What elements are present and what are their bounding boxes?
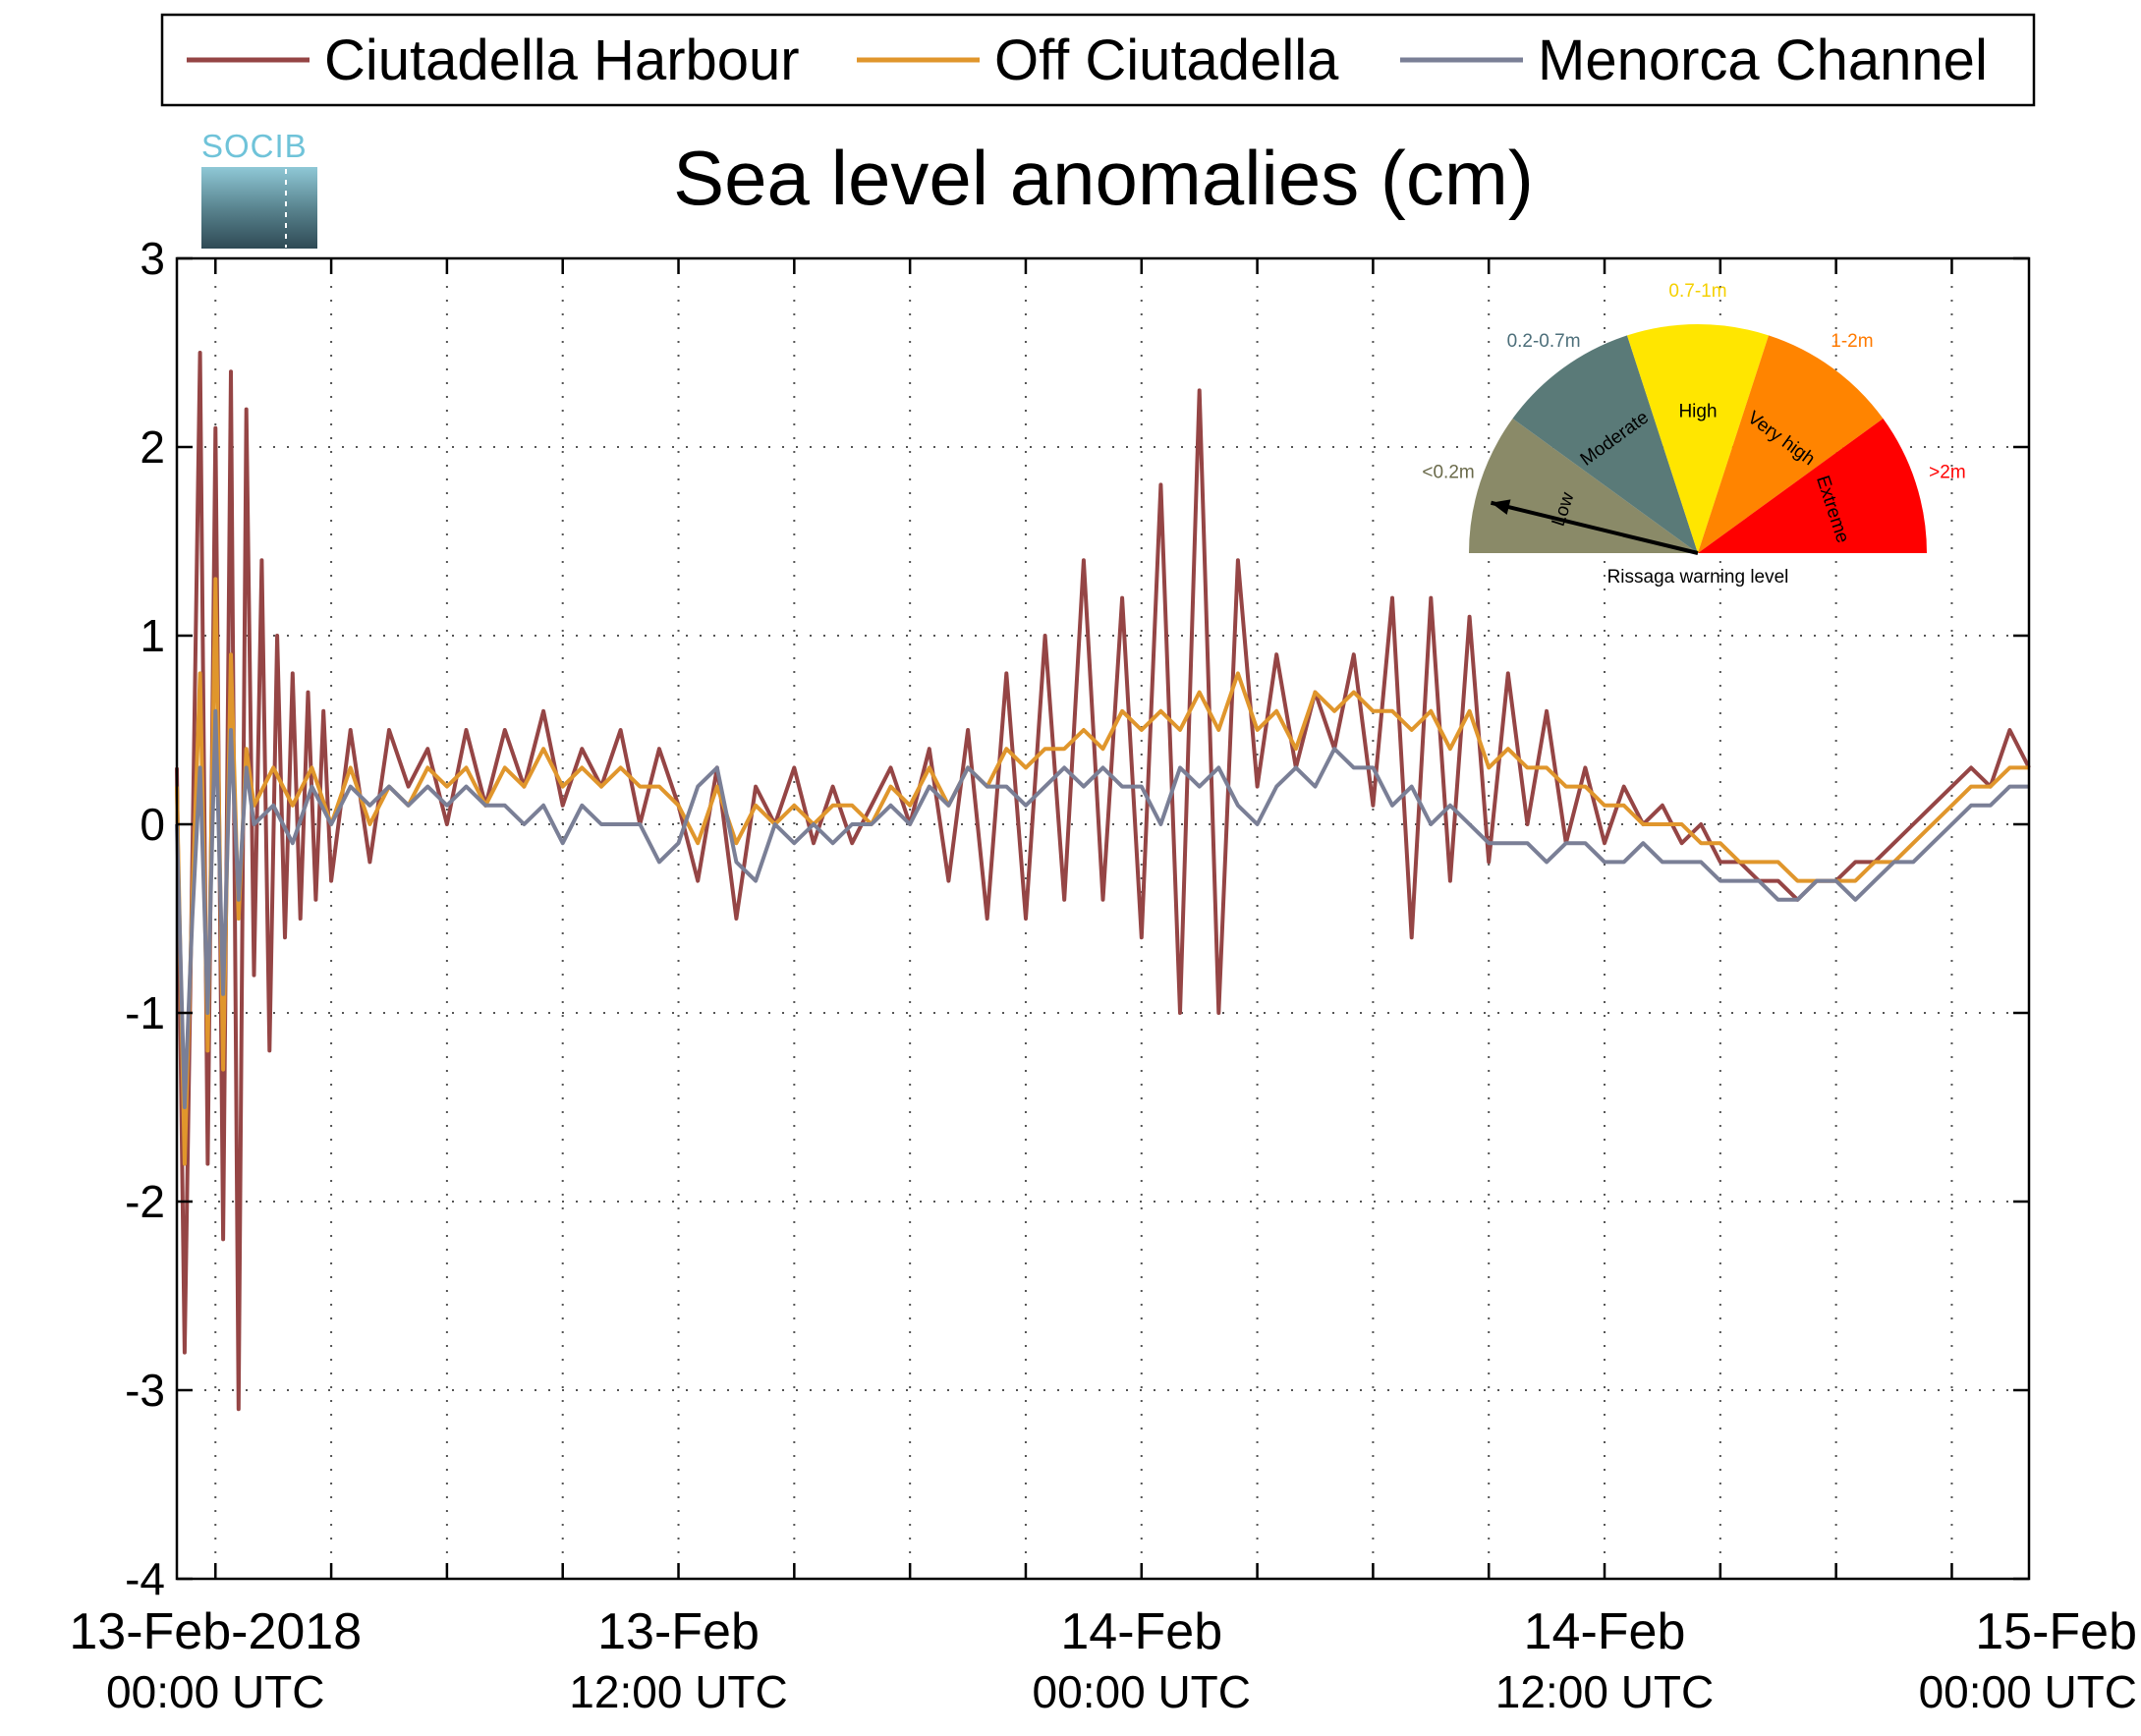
y-tick-label: 1 — [140, 610, 165, 661]
chart-title: Sea level anomalies (cm) — [673, 135, 1534, 221]
series-line-ciutadella-harbour — [175, 351, 2031, 1412]
y-tick-label: 2 — [140, 421, 165, 473]
x-tick-time-label: 00:00 UTC — [1919, 1666, 2137, 1717]
y-tick-label: -2 — [125, 1176, 165, 1227]
x-tick-date-label: 14-Feb — [1524, 1603, 1686, 1660]
x-tick-time-label: 00:00 UTC — [1033, 1666, 1251, 1717]
socib-logo: SOCIB — [201, 128, 317, 249]
x-tick-date-label: 13-Feb-2018 — [69, 1603, 362, 1660]
plot-border — [175, 256, 2031, 1581]
y-tick-label: 3 — [140, 233, 165, 284]
x-tick-time-label: 12:00 UTC — [1495, 1666, 1714, 1717]
logo-text: SOCIB — [201, 128, 308, 164]
gauge-range-label: 0.7-1m — [1668, 281, 1726, 302]
x-tick-date-label: 14-Feb — [1060, 1603, 1222, 1660]
series-line-menorca-channel — [175, 708, 2029, 1109]
x-tick-time-label: 00:00 UTC — [106, 1666, 324, 1717]
gauge-sector — [1512, 335, 1698, 553]
logo-block — [201, 167, 317, 249]
x-tick-date-label: 13-Feb — [597, 1603, 760, 1660]
gauge-sector — [1698, 335, 1884, 553]
legend-label: Menorca Channel — [1538, 28, 1988, 92]
legend-frame — [160, 13, 2036, 107]
x-tick-date-label: 15-Feb — [1975, 1603, 2137, 1660]
y-tick-label: -4 — [125, 1553, 165, 1604]
x-tick-time-label: 12:00 UTC — [569, 1666, 787, 1717]
gauge-range-label: <0.2m — [1422, 462, 1474, 482]
gauge-range-label: >2m — [1929, 462, 1966, 482]
gauge-needle-head — [1491, 499, 1511, 515]
gauge-sector — [1469, 419, 1698, 553]
gauge-sector — [1626, 323, 1770, 553]
legend-label: Off Ciutadella — [994, 28, 1339, 92]
gauge-sector — [1698, 419, 1927, 553]
gauge-range-label: 1-2m — [1831, 331, 1873, 352]
legend: Ciutadella Harbour Off Ciutadella Menorca … — [160, 13, 2036, 107]
gauge-range-label: 0.2-0.7m — [1507, 331, 1581, 352]
y-tick-label: 0 — [140, 799, 165, 850]
legend-label: Ciutadella Harbour — [324, 28, 800, 92]
y-tick-label: -3 — [125, 1365, 165, 1416]
gauge-sector-label: High — [1678, 402, 1717, 422]
y-tick-label: -1 — [125, 987, 165, 1038]
gauge-needle — [1490, 500, 1699, 555]
gauge-title: Rissaga warning level — [1607, 567, 1789, 588]
